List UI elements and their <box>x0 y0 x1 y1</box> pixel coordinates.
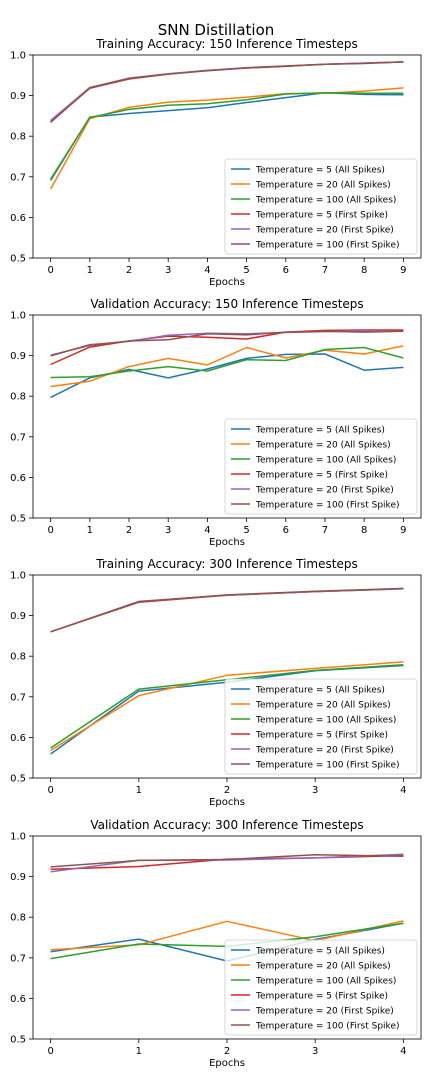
legend-entry: Temperature = 20 (First Spike) <box>255 1007 394 1017</box>
y-tick-label: 0.5 <box>10 774 26 785</box>
legend-entry: Temperature = 5 (First Spike) <box>255 992 388 1002</box>
x-tick-label: 4 <box>400 785 406 796</box>
chart-title: Training Accuracy: 150 Inference Timeste… <box>95 37 357 51</box>
legend-entry: Temperature = 100 (All Spikes) <box>255 456 396 466</box>
x-tick-label: 1 <box>136 785 142 796</box>
x-tick-label: 1 <box>87 265 93 276</box>
x-axis-label: Epochs <box>209 277 245 288</box>
y-tick-label: 0.8 <box>10 392 26 403</box>
legend: Temperature = 5 (All Spikes) Temperature … <box>225 159 417 254</box>
x-tick-label: 5 <box>243 265 249 276</box>
x-tick-label: 0 <box>47 525 53 536</box>
x-tick-label: 3 <box>312 1046 318 1057</box>
x-axis-label: Epochs <box>209 797 245 808</box>
x-tick-label: 2 <box>224 785 230 796</box>
x-tick-label: 9 <box>400 525 406 536</box>
legend-entry: Temperature = 100 (First Spike) <box>255 1022 400 1032</box>
legend: Temperature = 5 (All Spikes) Temperature … <box>225 419 417 514</box>
x-tick-label: 6 <box>283 265 289 276</box>
y-tick-label: 0.6 <box>10 213 26 224</box>
chart-panel-1: Training Accuracy: 150 Inference Timeste… <box>10 37 421 288</box>
y-tick-label: 1.0 <box>10 571 26 582</box>
legend-entry: Temperature = 5 (First Spike) <box>255 211 388 221</box>
legend-entry: Temperature = 5 (All Spikes) <box>255 686 385 696</box>
legend-entry: Temperature = 100 (First Spike) <box>255 761 400 771</box>
legend-entry: Temperature = 20 (First Spike) <box>255 226 394 236</box>
x-tick-label: 1 <box>136 1046 142 1057</box>
x-tick-label: 5 <box>243 525 249 536</box>
x-tick-label: 4 <box>204 265 210 276</box>
x-tick-label: 0 <box>47 1046 53 1057</box>
y-tick-label: 0.9 <box>10 611 26 622</box>
chart-panel-4: Validation Accuracy: 300 Inference Times… <box>10 818 421 1069</box>
x-axis-label: Epochs <box>209 537 245 548</box>
x-tick-label: 2 <box>224 1046 230 1057</box>
x-tick-label: 4 <box>204 525 210 536</box>
y-tick-label: 1.0 <box>10 51 26 62</box>
legend-entry: Temperature = 100 (First Spike) <box>255 241 400 251</box>
x-tick-label: 9 <box>400 265 406 276</box>
y-tick-label: 0.6 <box>10 994 26 1005</box>
legend-entry: Temperature = 100 (All Spikes) <box>255 716 396 726</box>
y-tick-label: 0.8 <box>10 652 26 663</box>
x-tick-label: 3 <box>312 785 318 796</box>
legend-entry: Temperature = 100 (First Spike) <box>255 501 400 511</box>
series-line-2 <box>51 346 404 387</box>
y-tick-label: 0.7 <box>10 172 26 183</box>
y-tick-label: 0.9 <box>10 91 26 102</box>
y-tick-label: 0.5 <box>10 254 26 265</box>
chart-title: Training Accuracy: 300 Inference Timeste… <box>95 557 357 571</box>
y-tick-label: 0.9 <box>10 351 26 362</box>
legend-entry: Temperature = 20 (First Spike) <box>255 486 394 496</box>
x-axis-label: Epochs <box>209 1058 245 1069</box>
x-tick-label: 0 <box>47 265 53 276</box>
y-tick-label: 0.7 <box>10 692 26 703</box>
y-tick-label: 1.0 <box>10 311 26 322</box>
y-tick-label: 0.5 <box>10 1035 26 1046</box>
legend: Temperature = 5 (All Spikes) Temperature … <box>225 940 417 1035</box>
x-tick-label: 2 <box>126 265 132 276</box>
legend-entry: Temperature = 100 (All Spikes) <box>255 196 396 206</box>
y-tick-label: 0.6 <box>10 473 26 484</box>
x-tick-label: 0 <box>47 785 53 796</box>
legend-entry: Temperature = 20 (All Spikes) <box>255 441 391 451</box>
legend-entry: Temperature = 5 (All Spikes) <box>255 947 385 957</box>
x-tick-label: 1 <box>87 525 93 536</box>
legend-entry: Temperature = 20 (First Spike) <box>255 746 394 756</box>
y-tick-label: 0.8 <box>10 913 26 924</box>
legend-entry: Temperature = 20 (All Spikes) <box>255 962 391 972</box>
x-tick-label: 2 <box>126 525 132 536</box>
chart-panel-2: Validation Accuracy: 150 Inference Times… <box>10 297 421 548</box>
y-tick-label: 0.6 <box>10 733 26 744</box>
series-line-4 <box>51 330 404 365</box>
y-tick-label: 0.7 <box>10 953 26 964</box>
legend-entry: Temperature = 5 (All Spikes) <box>255 426 385 436</box>
chart-title: Validation Accuracy: 150 Inference Times… <box>90 297 363 311</box>
chart-title: Validation Accuracy: 300 Inference Times… <box>90 818 363 832</box>
legend-entry: Temperature = 5 (First Spike) <box>255 471 388 481</box>
x-tick-label: 3 <box>165 265 171 276</box>
y-tick-label: 0.8 <box>10 132 26 143</box>
y-tick-label: 0.7 <box>10 432 26 443</box>
x-tick-label: 8 <box>361 265 367 276</box>
series-line-6 <box>51 331 404 355</box>
x-tick-label: 6 <box>283 525 289 536</box>
series-line-6 <box>51 588 404 631</box>
x-tick-label: 8 <box>361 525 367 536</box>
legend-entry: Temperature = 20 (All Spikes) <box>255 701 391 711</box>
legend-entry: Temperature = 100 (All Spikes) <box>255 977 396 987</box>
legend-entry: Temperature = 20 (All Spikes) <box>255 181 391 191</box>
y-tick-label: 1.0 <box>10 832 26 843</box>
x-tick-label: 7 <box>322 265 328 276</box>
y-tick-label: 0.5 <box>10 514 26 525</box>
chart-panel-3: Training Accuracy: 300 Inference Timeste… <box>10 557 421 808</box>
x-tick-label: 4 <box>400 1046 406 1057</box>
legend-entry: Temperature = 5 (First Spike) <box>255 731 388 741</box>
y-tick-label: 0.9 <box>10 872 26 883</box>
legend-entry: Temperature = 5 (All Spikes) <box>255 166 385 176</box>
legend: Temperature = 5 (All Spikes) Temperature … <box>225 679 417 774</box>
x-tick-label: 3 <box>165 525 171 536</box>
x-tick-label: 7 <box>322 525 328 536</box>
